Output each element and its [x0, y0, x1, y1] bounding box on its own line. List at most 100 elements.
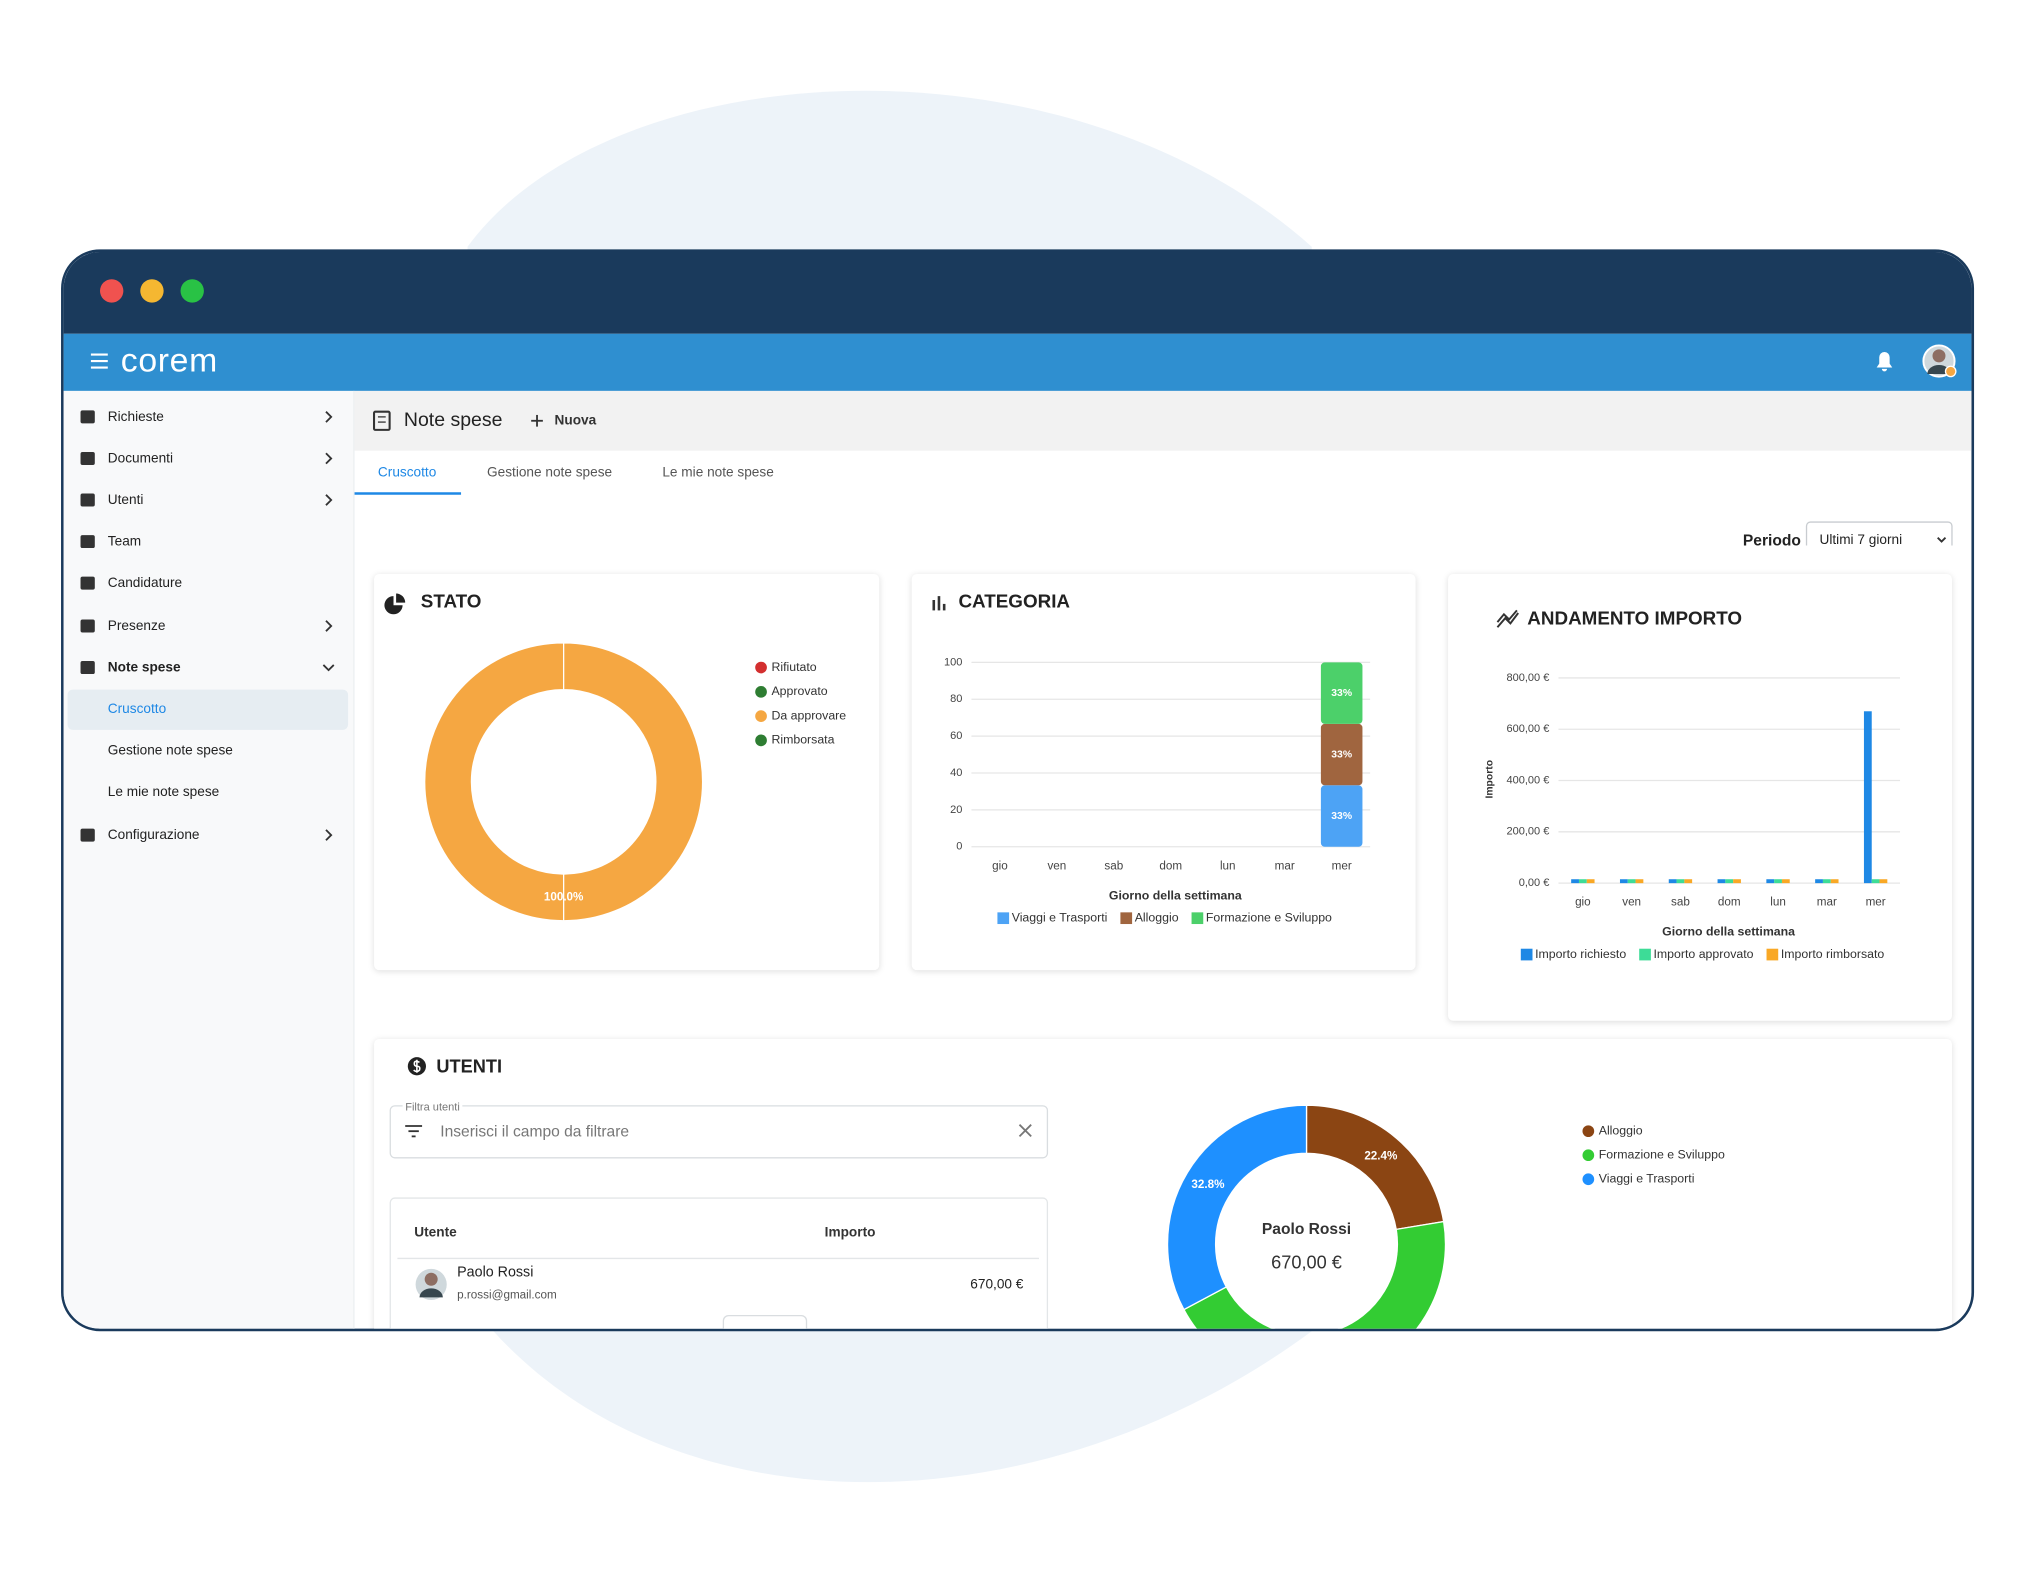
bar — [1725, 879, 1734, 884]
bar — [1766, 879, 1775, 884]
chevron-right — [325, 411, 333, 423]
avatar-status — [1944, 365, 1957, 378]
x-tick-label: ven — [1622, 896, 1641, 909]
tab[interactable]: Cruscotto — [377, 464, 437, 481]
x-tick-label: lun — [1770, 896, 1786, 909]
y-tick-label: 600,00 € — [1506, 723, 1549, 735]
sidebar-item[interactable]: Le mie note spese — [107, 784, 220, 801]
y-tick-label: 0 — [956, 841, 962, 853]
sidebar-item[interactable]: Gestione note spese — [107, 742, 233, 759]
y-tick-label: 40 — [950, 767, 962, 779]
bar — [1635, 879, 1644, 884]
x-tick-label: mar — [1817, 896, 1837, 909]
chevron-down — [322, 664, 335, 672]
new-button[interactable]: Nuova — [554, 412, 597, 429]
sidebar-icon — [80, 576, 95, 590]
y-tick-label: 0,00 € — [1519, 877, 1550, 889]
legend-marker — [1582, 1125, 1595, 1138]
bar — [1733, 879, 1741, 884]
sidebar-item[interactable]: Configurazione — [107, 827, 200, 843]
x-axis-title: Giorno della settimana — [1662, 925, 1795, 939]
user-name[interactable]: Paolo Rossi — [457, 1264, 534, 1281]
center-value: 670,00 € — [1271, 1252, 1342, 1272]
y-tick-label: 20 — [950, 804, 962, 816]
x-tick-label: sab — [1104, 859, 1123, 872]
bar — [1871, 879, 1880, 884]
sidebar-icon — [80, 828, 95, 842]
page-header — [354, 390, 1972, 451]
bar-segment — [1320, 662, 1363, 724]
menu-icon[interactable] — [90, 353, 108, 369]
y-tick-label: 200,00 € — [1506, 826, 1549, 838]
sidebar-icon — [80, 661, 95, 675]
row-avatar-body — [419, 1288, 443, 1298]
chart-title: CATEGORIA — [958, 591, 1070, 612]
legend-label: Rifiutato — [771, 660, 816, 674]
user-amount: 670,00 € — [970, 1276, 1024, 1293]
sidebar — [63, 390, 355, 1329]
period-select[interactable] — [1805, 521, 1953, 546]
tab[interactable]: Gestione note spese — [487, 464, 613, 481]
chart-title: STATO — [421, 591, 482, 612]
legend-label: Viaggi e Trasporti — [1012, 910, 1108, 924]
bar — [1815, 879, 1823, 884]
x-tick-label: gio — [1575, 896, 1591, 909]
bar-segment — [1320, 785, 1363, 847]
window-content: corem Richieste Documenti Utenti Team Candid… — [63, 251, 1972, 1332]
bar — [1571, 879, 1579, 884]
legend-marker — [1520, 948, 1533, 961]
y-tick-label: 60 — [950, 730, 962, 742]
x-tick-label: mer — [1332, 859, 1352, 872]
x-tick-label: gio — [992, 859, 1008, 872]
users-icons — [384, 593, 1519, 1332]
center-title: Paolo Rossi — [1262, 1221, 1351, 1238]
charts: STATO 100.0% Rifiutato Approvato Da approvar… — [421, 591, 1901, 1329]
clear-filter-icon[interactable] — [1018, 1124, 1032, 1138]
close-button[interactable] — [100, 279, 124, 303]
avatar-face — [1932, 349, 1946, 363]
sidebar-item[interactable]: Presenze — [107, 618, 166, 634]
bar — [1774, 879, 1782, 884]
sidebar-item[interactable]: Documenti — [107, 450, 173, 467]
filter-input[interactable] — [389, 1105, 1049, 1159]
sidebar-item[interactable]: Note spese — [107, 659, 181, 676]
y-tick-label: 80 — [950, 693, 962, 705]
notifications-icon[interactable] — [1876, 351, 1893, 372]
maximize-button[interactable] — [180, 279, 204, 303]
app-bar-icons — [90, 344, 1957, 378]
data-label: 22.4% — [1364, 1150, 1398, 1163]
x-tick-label: ven — [1047, 859, 1066, 872]
x-tick-label: dom — [1159, 859, 1182, 872]
filter-icon — [405, 1125, 423, 1138]
bar-segment — [1320, 723, 1363, 786]
tab[interactable]: Le mie note spese — [662, 464, 774, 481]
legend-marker — [997, 912, 1010, 925]
pagination-select[interactable] — [722, 1314, 808, 1332]
plus-icon[interactable] — [531, 414, 543, 427]
bar — [1627, 879, 1636, 884]
sidebar-item[interactable]: Utenti — [107, 492, 144, 508]
data-label: 33% — [1331, 811, 1352, 822]
column-header: Importo — [824, 1224, 876, 1241]
legend-label: Importo rimborsato — [1781, 947, 1885, 961]
x-tick-label: dom — [1718, 896, 1741, 909]
legend-marker — [1582, 1149, 1595, 1162]
sidebar-item[interactable]: Richieste — [107, 409, 164, 425]
pie-segment — [1183, 1220, 1447, 1329]
y-tick-label: 800,00 € — [1506, 672, 1549, 684]
y-tick-label: 100 — [944, 656, 962, 668]
period-value[interactable]: Ultimi 7 giorni — [1819, 532, 1903, 549]
minimize-button[interactable] — [140, 279, 164, 303]
chevron-right — [325, 494, 333, 506]
sidebar-item[interactable]: Team — [107, 533, 142, 550]
sidebar-item[interactable]: Candidature — [107, 575, 183, 591]
bar — [1717, 879, 1726, 884]
sidebar-item[interactable]: Cruscotto — [107, 701, 167, 717]
data-label: 33% — [1331, 688, 1352, 699]
app-bar — [63, 333, 1972, 391]
x-tick-label: lun — [1220, 859, 1236, 872]
pie-icon — [384, 593, 406, 615]
pie-segment — [1166, 1104, 1308, 1311]
